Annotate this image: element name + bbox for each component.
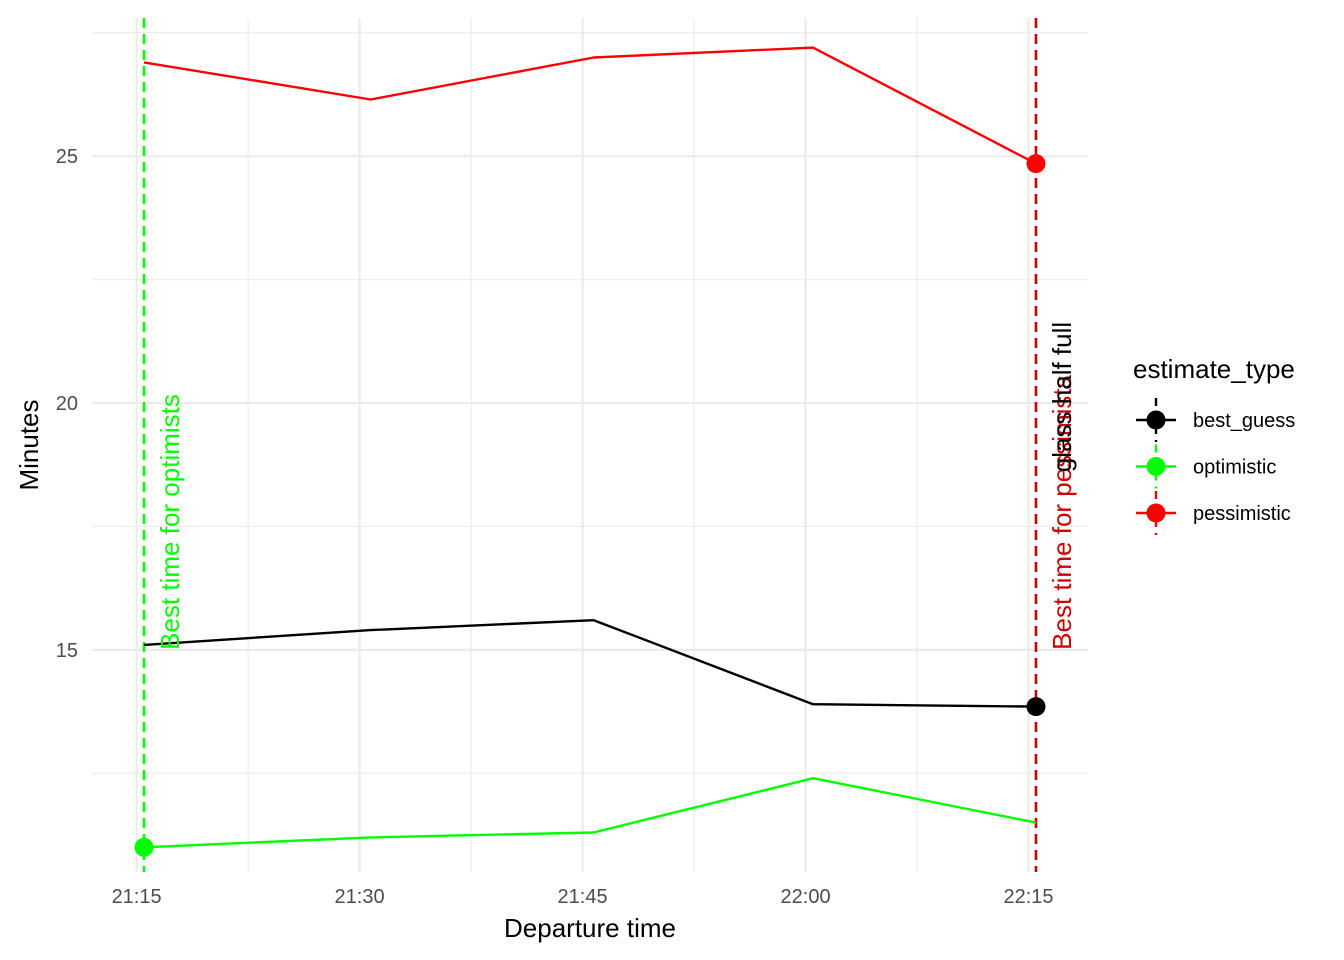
series-line-pessimistic: [143, 46, 1037, 165]
y-tick-label: 25: [56, 146, 78, 168]
x-axis-title: Departure time: [504, 913, 676, 943]
legend-key-point: [1146, 503, 1166, 523]
legend-key-point: [1146, 410, 1166, 430]
legend-title: estimate_type: [1133, 354, 1295, 384]
series-lines: [143, 46, 1037, 849]
x-tick-label: 22:15: [1004, 886, 1054, 908]
series-line-optimistic: [143, 777, 1037, 849]
x-tick-label: 21:45: [558, 886, 608, 908]
point-optimistic: [134, 837, 154, 857]
x-tick-label: 21:30: [335, 886, 385, 908]
legend-label: best_guess: [1193, 410, 1295, 432]
series-line-best-guess: [143, 619, 1037, 708]
annotation-label: glass half full: [1047, 322, 1077, 472]
annotation-label: Best time for pessimists: [1047, 375, 1077, 650]
point-pessimistic: [1026, 154, 1046, 174]
x-tick-label: 21:15: [112, 886, 162, 908]
legend-label: optimistic: [1193, 457, 1276, 479]
legend-key-point: [1146, 457, 1166, 476]
annotation-label: Best time for optimists: [155, 394, 185, 650]
legend-label: pessimistic: [1193, 503, 1291, 525]
y-axis-ticks: 15 20 25: [56, 146, 78, 662]
y-tick-label: 20: [56, 393, 78, 415]
y-axis-title: Minutes: [14, 399, 44, 490]
x-axis-ticks: 21:15 21:30 21:45 22:00 22:15: [112, 886, 1054, 908]
annotations: Best time for optimists Best time for pes…: [155, 322, 1077, 650]
y-tick-label: 15: [56, 640, 78, 662]
reference-lines: [142, 18, 1038, 872]
highlight-points: [134, 154, 1046, 857]
point-best-guess: [1026, 697, 1046, 717]
x-tick-label: 22:00: [781, 886, 831, 908]
grid: [92, 18, 1088, 872]
legend: estimate_type best_guess optimistic pessim…: [1133, 354, 1295, 535]
